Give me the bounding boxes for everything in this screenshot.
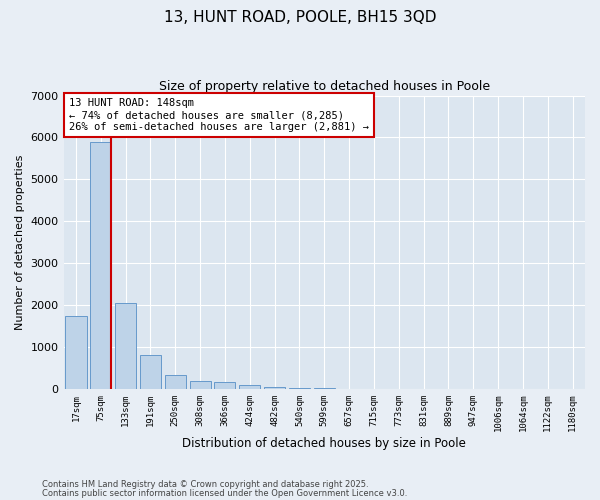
Bar (65, 316, 86, 389)
Text: Contains HM Land Registry data © Crown copyright and database right 2025.: Contains HM Land Registry data © Crown c… (42, 480, 368, 489)
Bar (190, 380, 211, 389)
Text: 13, HUNT ROAD, POOLE, BH15 3QD: 13, HUNT ROAD, POOLE, BH15 3QD (164, 10, 436, 25)
Bar (289, 388, 310, 389)
Bar (165, 375, 186, 389)
X-axis label: Distribution of detached houses by size in Poole: Distribution of detached houses by size … (182, 437, 466, 450)
Text: 13 HUNT ROAD: 148sqm
← 74% of detached houses are smaller (8,285)
26% of semi-de: 13 HUNT ROAD: 148sqm ← 74% of detached h… (69, 98, 369, 132)
Bar (314, 388, 335, 389)
Text: Contains public sector information licensed under the Open Government Licence v3: Contains public sector information licen… (42, 489, 407, 498)
Y-axis label: Number of detached properties: Number of detached properties (15, 154, 25, 330)
Bar (264, 386, 285, 389)
Title: Size of property relative to detached houses in Poole: Size of property relative to detached ho… (159, 80, 490, 93)
Bar (239, 385, 260, 389)
Bar (90, 142, 112, 389)
Bar (115, 303, 136, 389)
Bar (140, 354, 161, 389)
Bar (214, 382, 235, 389)
